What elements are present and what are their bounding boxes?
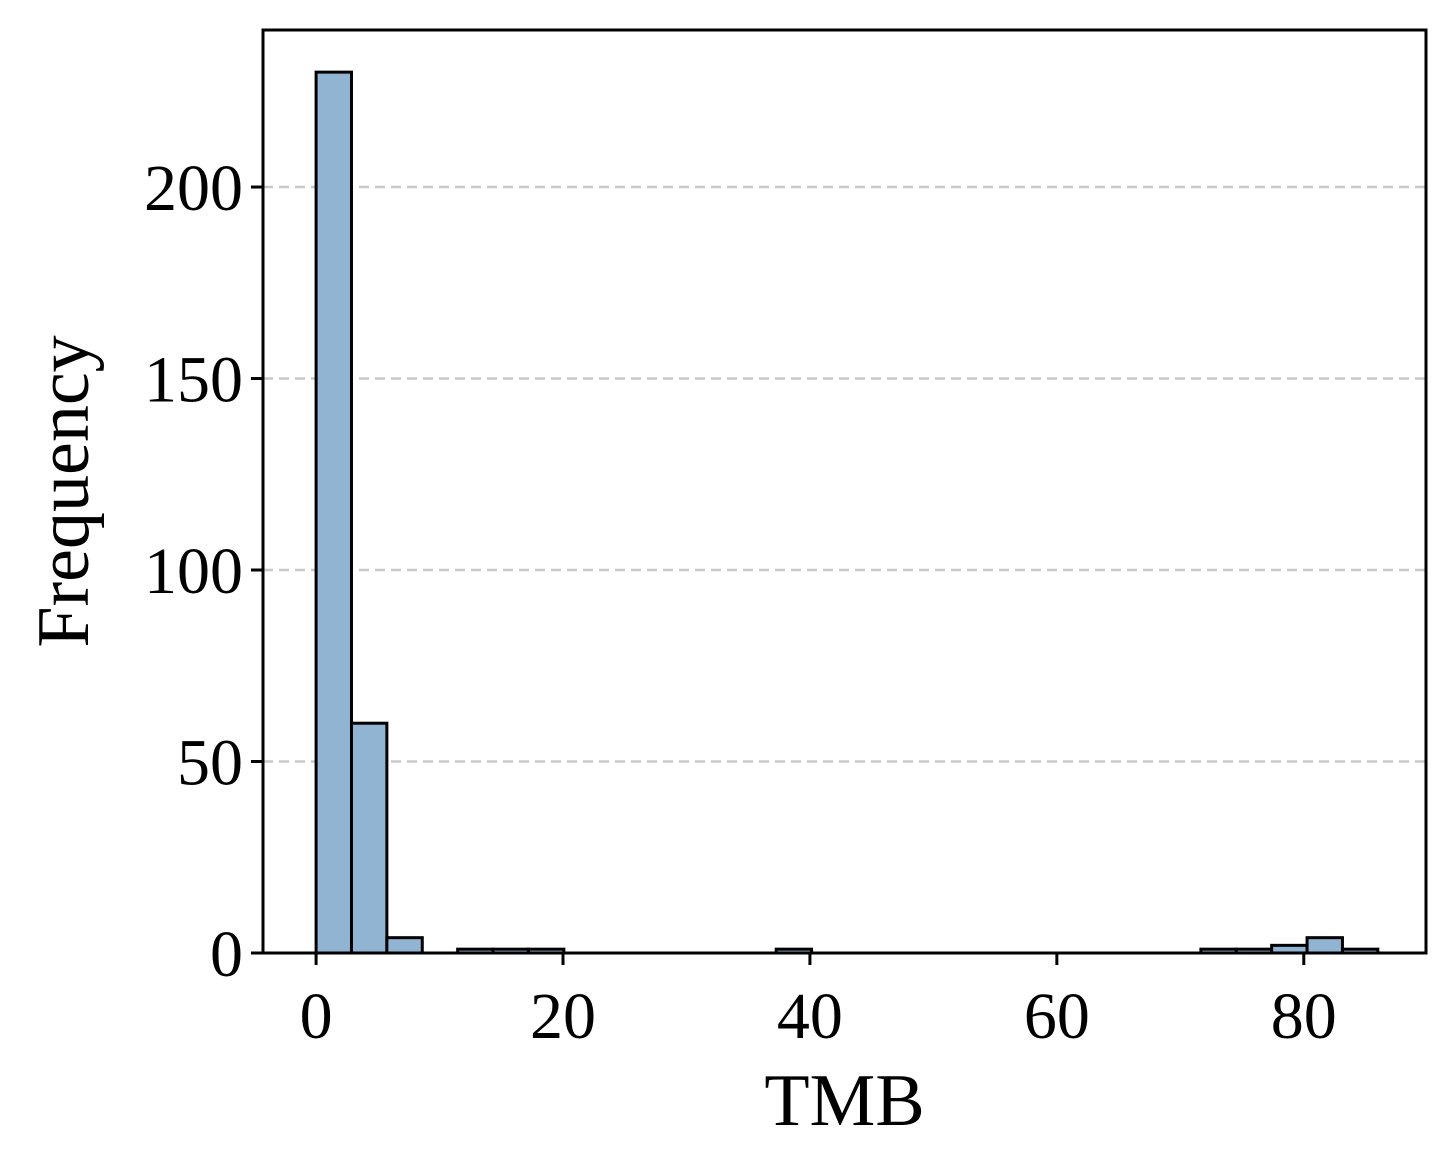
- histogram-bar-0: [314, 70, 353, 955]
- x-tick-label-20: 20: [530, 980, 596, 1053]
- y-tick-label-50: 50: [177, 727, 243, 800]
- histogram-bar-28: [1305, 936, 1344, 955]
- x-tick-label-60: 60: [1024, 980, 1090, 1053]
- y-tick-label-0: 0: [210, 918, 243, 991]
- y-tick-label-100: 100: [144, 535, 243, 608]
- x-tick-label-0: 0: [300, 980, 333, 1053]
- x-axis-label: TMB: [764, 1060, 924, 1142]
- histogram-bar-1: [349, 721, 389, 955]
- y-axis-label: Frequency: [23, 335, 105, 647]
- plot-frame: [261, 28, 1428, 955]
- x-tick-label-80: 80: [1271, 980, 1337, 1053]
- y-tick-label-200: 200: [144, 152, 243, 225]
- histogram-bar-2: [385, 936, 424, 955]
- grid-layer: [263, 185, 1426, 763]
- tick-layer: 0 20 40 60 80 0 50 100 150 200: [144, 152, 1337, 1053]
- bar-layer: [314, 70, 1380, 955]
- y-tick-label-150: 150: [144, 344, 243, 417]
- x-tick-label-40: 40: [777, 980, 843, 1053]
